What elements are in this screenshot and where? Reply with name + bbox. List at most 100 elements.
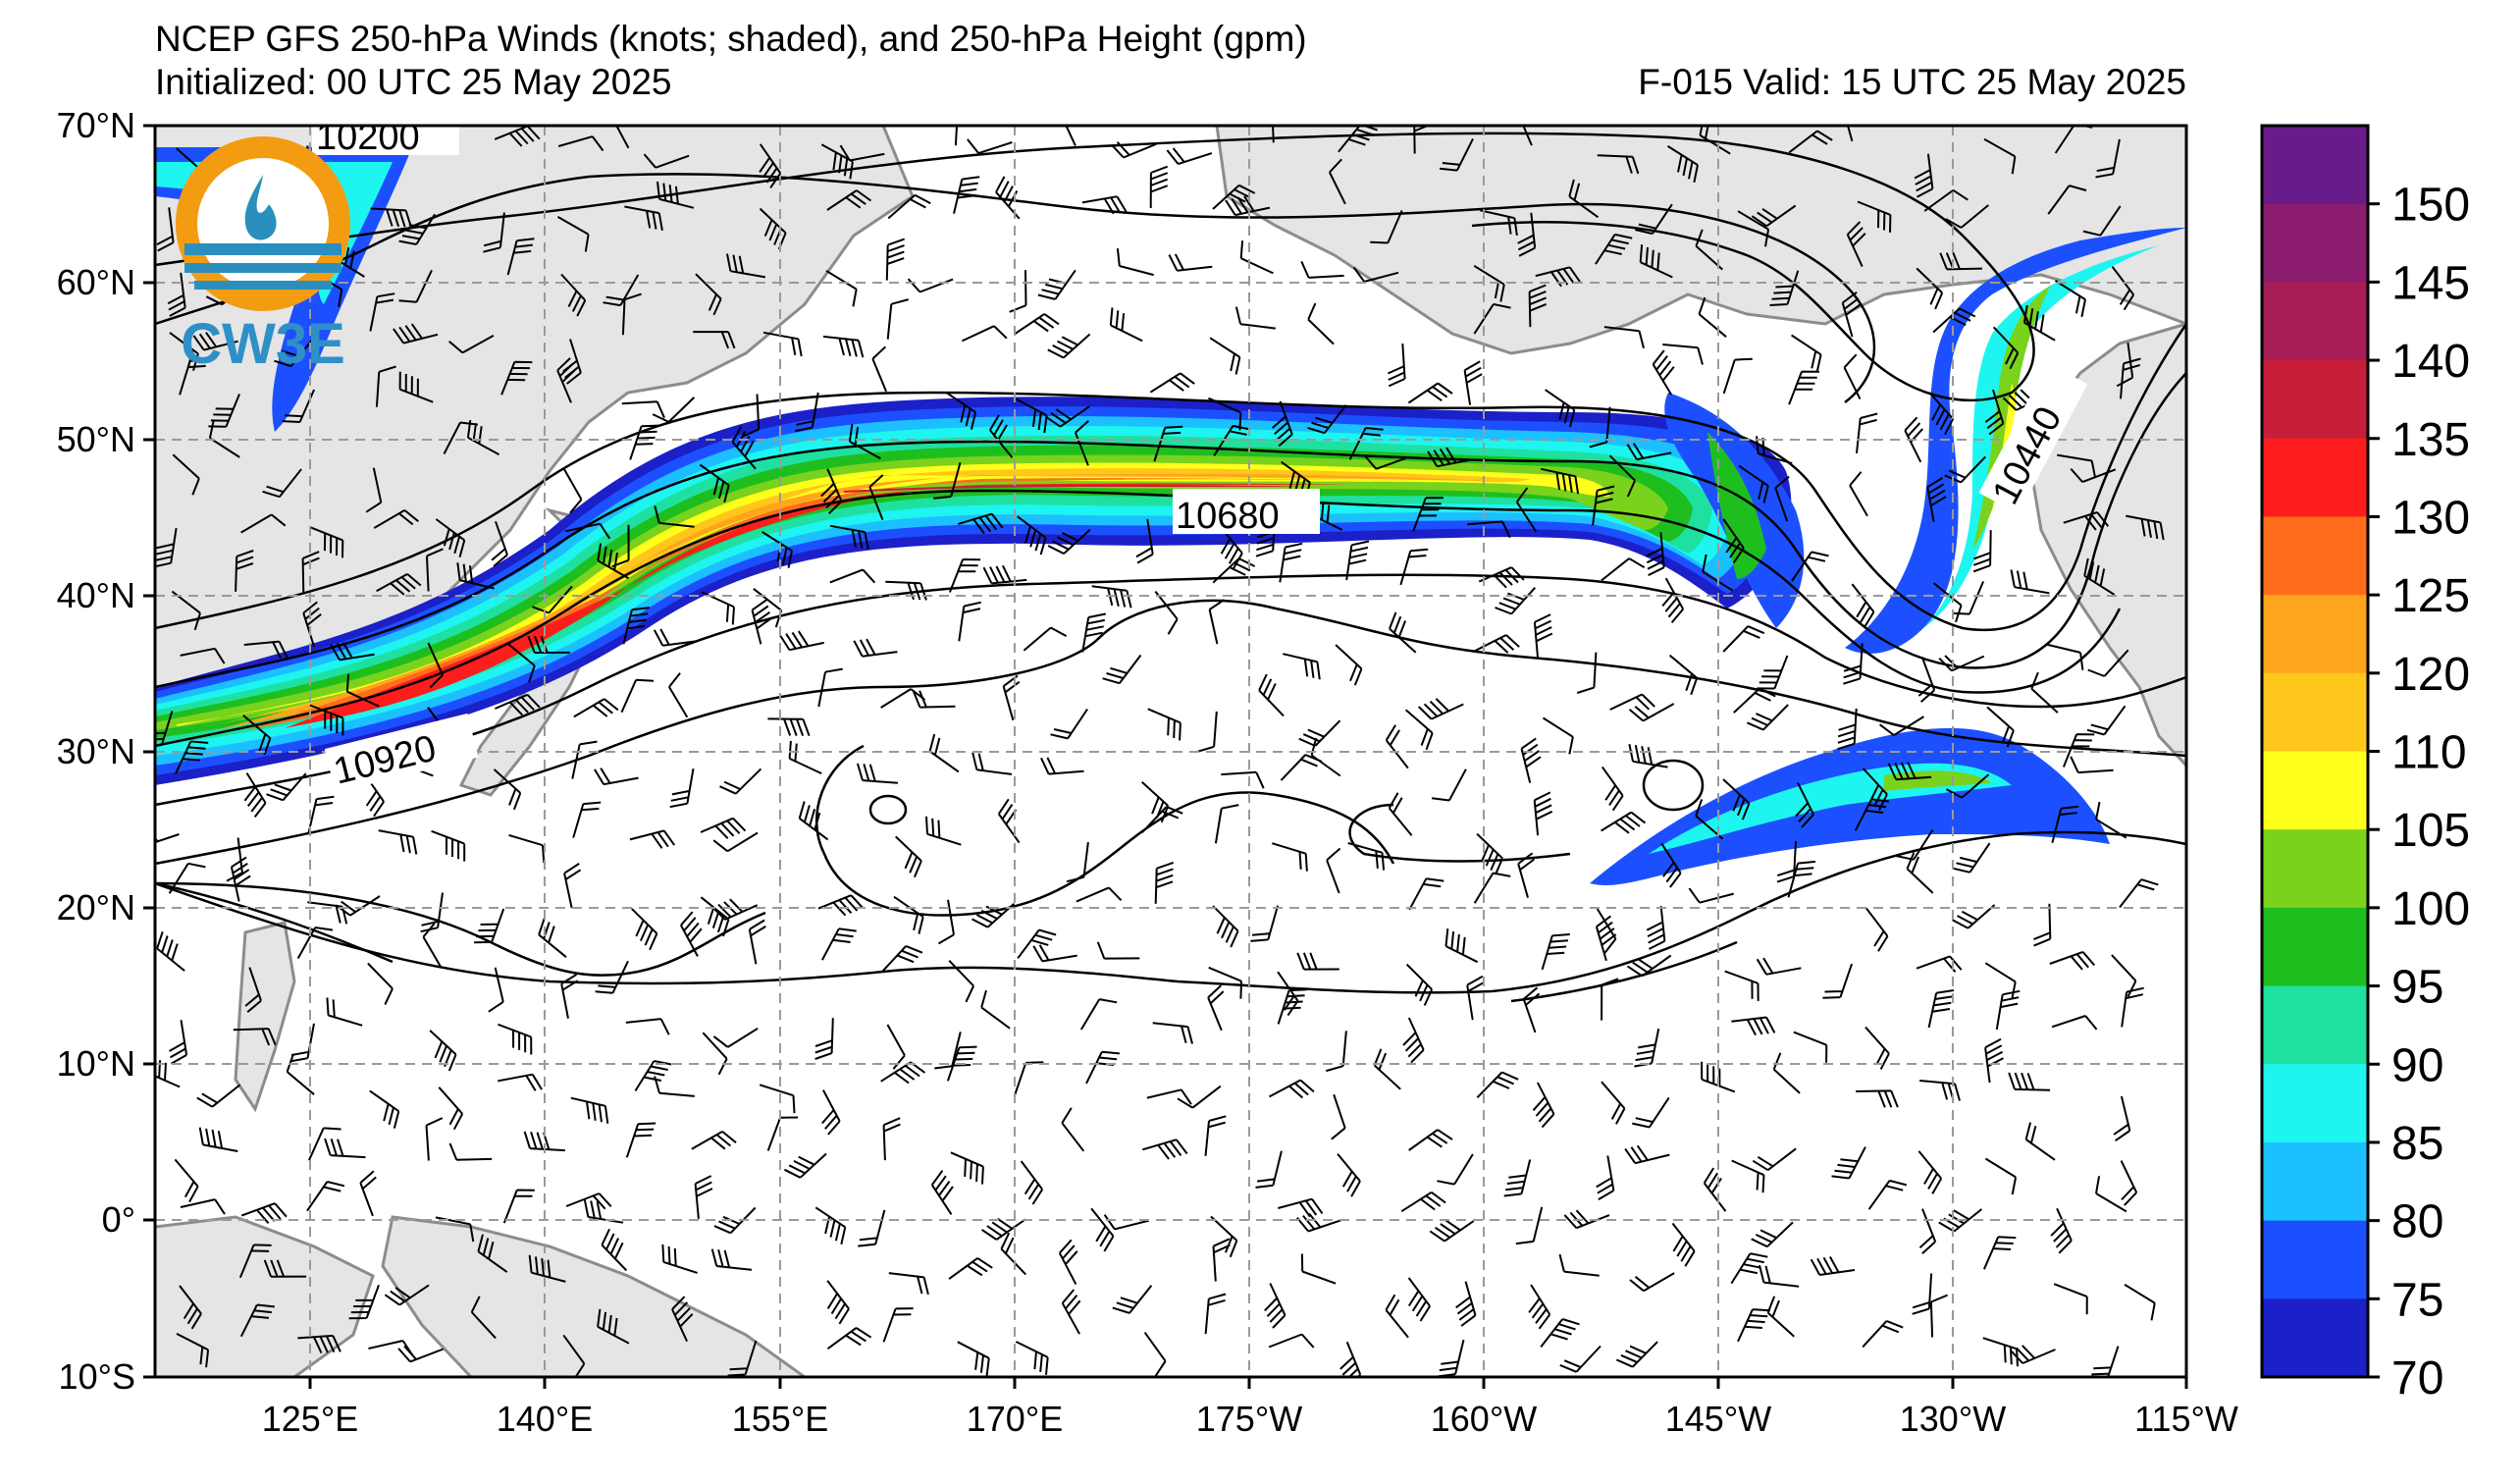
wind-barb (1221, 770, 1265, 789)
wind-barb (208, 420, 240, 458)
wind-barb (573, 698, 619, 718)
wind-barb (1389, 611, 1417, 654)
wind-barb (597, 1308, 630, 1345)
wind-barb (2082, 205, 2122, 237)
wind-barb (1444, 928, 1479, 964)
wind-barb (1091, 585, 1132, 609)
lon-label: 125°E (262, 1399, 358, 1439)
wind-barb (1283, 653, 1321, 680)
wind-barb (1050, 708, 1088, 740)
wind-barb (888, 1272, 929, 1296)
wind-barb (560, 273, 587, 317)
wind-barb (296, 927, 334, 959)
wind-barb (1264, 1283, 1286, 1329)
wind-barb (156, 930, 185, 972)
wind-barb (1918, 1208, 1937, 1254)
wind-barb (369, 1089, 400, 1129)
wind-barb (1646, 532, 1665, 576)
wind-barb (654, 1076, 695, 1097)
wind-barb (1326, 847, 1341, 894)
contour-e (814, 744, 1395, 917)
wind-barb (427, 642, 445, 689)
wind-barb (1234, 306, 1276, 330)
wind-barb (1558, 1253, 1600, 1277)
wind-barb (1603, 326, 1645, 348)
wind-barb (629, 424, 659, 460)
contour-ring-2 (1642, 759, 1705, 812)
wind-barb (169, 1020, 188, 1065)
wind-barb (1146, 1088, 1192, 1105)
wind-barb (656, 181, 695, 209)
wind-barb (1439, 137, 1474, 172)
wind-barb (759, 207, 787, 250)
wind-barb (1407, 382, 1453, 404)
wind-barb (700, 817, 747, 839)
wind-barb (1045, 405, 1090, 428)
wind-barb (1520, 737, 1542, 783)
wind-barb (885, 238, 906, 281)
wind-barb (1081, 612, 1106, 653)
alaska-land (1215, 126, 2186, 355)
wind-barb (1402, 1017, 1425, 1064)
wind-barb (345, 673, 380, 708)
wind-barb (282, 389, 316, 423)
wind-barb (571, 740, 598, 779)
wind-barb (2051, 805, 2079, 843)
wind-barb (1923, 188, 1969, 212)
wind-barb (324, 1138, 366, 1159)
map-title: NCEP GFS 250-hPa Winds (knots; shaded), … (155, 19, 1307, 59)
wind-barb (266, 772, 307, 802)
wind-barb (885, 580, 927, 601)
longitude-labels: 125°E 140°E 155°E 170°E 175°W 160°W 145°… (262, 1399, 2238, 1439)
wind-barb (425, 1117, 444, 1161)
wind-barb (766, 1116, 799, 1151)
colorbar-segment (2262, 907, 2368, 987)
wind-barb (1141, 805, 1183, 833)
wind-barb (1703, 1167, 1727, 1212)
wind-barb (691, 1131, 737, 1150)
wind-barb (1212, 905, 1239, 948)
wind-barb (1135, 518, 1154, 564)
wind-barb (495, 693, 541, 716)
wind-barb (711, 898, 759, 921)
wind-barb (498, 1023, 533, 1055)
wind-barb (398, 213, 436, 245)
wind-barb (821, 927, 857, 961)
wind-barb (1296, 1212, 1342, 1233)
wind-barb (603, 274, 640, 307)
wind-barb (494, 126, 541, 147)
wind-barb (1601, 978, 1619, 1021)
wind-barb (839, 144, 885, 162)
wind-barb (1503, 1159, 1532, 1197)
wind-barb (701, 591, 735, 625)
colorbar-segment (2262, 985, 2368, 1065)
wind-barb (1822, 963, 1854, 999)
wind-barb (309, 526, 344, 558)
north-america-west (2029, 322, 2186, 768)
wind-barb (375, 365, 396, 407)
wind-barb (693, 331, 736, 349)
wind-barb (751, 599, 772, 645)
wind-barb (359, 1170, 377, 1217)
wind-barb (1542, 716, 1574, 755)
wind-barb (1660, 842, 1682, 888)
wind-barb (429, 1030, 457, 1072)
wind-barb (1076, 886, 1123, 903)
wind-barb (1532, 1082, 1555, 1129)
wind-barb (958, 512, 1004, 535)
lat-lon-grid (155, 126, 2186, 1377)
wind-barb (470, 1296, 497, 1340)
wind-barb (1348, 427, 1384, 460)
wind-barb (498, 1073, 543, 1091)
wind-barb (397, 1345, 445, 1363)
wind-barb (1841, 291, 1862, 338)
wind-barb (1388, 792, 1413, 836)
wind-barb (980, 989, 1011, 1030)
wind-barb (238, 1244, 272, 1279)
wind-barb (1878, 715, 1925, 736)
wind-barb (1752, 1147, 1797, 1172)
colorbar-segment (2262, 282, 2368, 361)
wind-barb (2010, 569, 2050, 595)
wind-barb (335, 895, 381, 917)
wind-barb (1013, 1061, 1044, 1097)
